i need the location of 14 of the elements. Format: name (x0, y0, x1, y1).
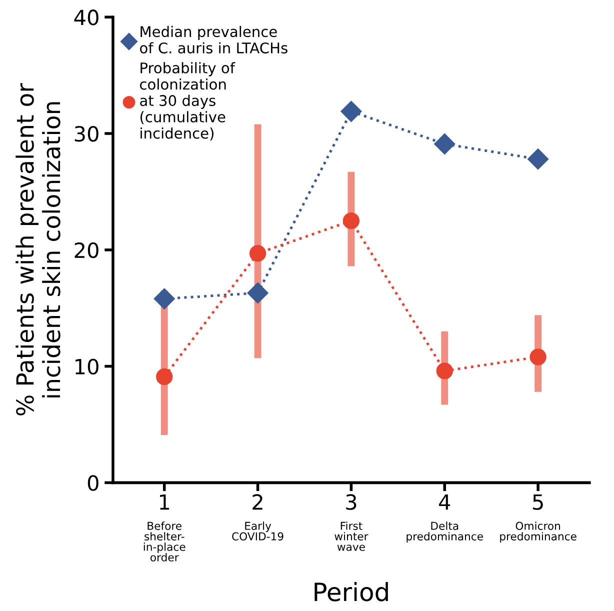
y-tick-label: 10 (76, 358, 98, 375)
legend-label: Probability of colonization at 30 days (cumulative incidence) (140, 62, 236, 140)
x-axis-title: Period (314, 582, 388, 602)
y-axis-title: % Patients with prevalent or incident skin colonization (16, 83, 60, 416)
x-tick-label: 1 Before shelter- in-place order (144, 494, 186, 562)
x-tick-label: 2 Early COVID-19 (232, 494, 284, 540)
x-tick-label: 3 First winter wave (334, 494, 368, 551)
x-tick-label: 4 Delta predominance (406, 494, 483, 543)
legend-label: Median prevalence of C. auris in LTACHs (140, 26, 288, 54)
y-tick-label: 20 (74, 242, 98, 258)
y-tick-label: 30 (74, 126, 98, 142)
y-tick-label: 40 (74, 10, 98, 26)
y-tick-label: 0 (88, 475, 98, 491)
x-tick-label: 5 Omicron predominance (500, 494, 576, 543)
